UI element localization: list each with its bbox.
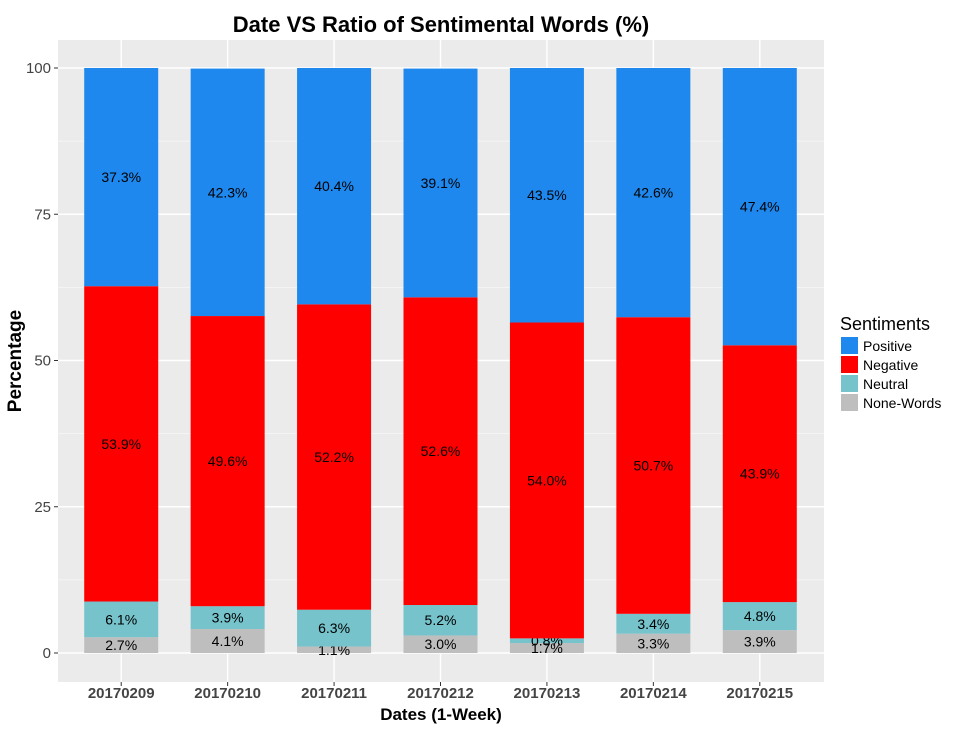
bars-group: 2.7%6.1%53.9%37.3%4.1%3.9%49.6%42.3%1.1%…	[84, 68, 797, 658]
data-label: 4.8%	[744, 608, 776, 624]
bar-segment-none-words	[616, 633, 691, 653]
chart-title: Date VS Ratio of Sentimental Words (%)	[233, 12, 649, 37]
legend-key-positive	[841, 337, 858, 354]
bar-segment-positive	[297, 68, 372, 305]
data-label: 43.9%	[740, 466, 780, 482]
data-label: 3.9%	[744, 634, 776, 650]
bar-segment-negative	[722, 345, 797, 603]
data-label: 6.1%	[105, 611, 137, 627]
data-label: 1.7%	[531, 640, 563, 656]
data-label: 6.3%	[318, 620, 350, 636]
bar-segment-positive	[616, 68, 691, 318]
x-tick-label: 20170213	[514, 685, 581, 702]
bar-segment-negative	[297, 304, 372, 610]
bar-segment-none-words	[84, 637, 159, 653]
x-tick-label: 20170215	[726, 685, 793, 702]
y-tick-label: 100	[26, 60, 51, 77]
bar-segment-none-words	[722, 630, 797, 653]
bar-segment-positive	[84, 68, 159, 287]
data-label: 52.6%	[421, 443, 461, 459]
y-tick-label: 50	[34, 353, 51, 370]
legend-key-none-words	[841, 394, 858, 411]
data-label: 5.2%	[425, 612, 457, 628]
data-label: 37.3%	[101, 169, 141, 185]
legend-label: Positive	[863, 338, 912, 354]
data-label: 53.9%	[101, 436, 141, 452]
data-label: 3.4%	[637, 616, 669, 632]
bar-segment-positive	[722, 68, 797, 346]
data-label: 39.1%	[421, 175, 461, 191]
data-label: 50.7%	[634, 458, 674, 474]
bar-segment-neutral	[722, 602, 797, 631]
data-label: 4.1%	[212, 633, 244, 649]
legend-label: Neutral	[863, 376, 908, 392]
legend-key-neutral	[841, 375, 858, 392]
data-label: 47.4%	[740, 199, 780, 215]
bar-segment-negative	[190, 316, 265, 607]
x-axis-title: Dates (1-Week)	[380, 705, 502, 724]
data-label: 43.5%	[527, 187, 567, 203]
bar-segment-none-words	[190, 629, 265, 653]
data-label: 3.9%	[212, 610, 244, 626]
bar-segment-positive	[403, 68, 478, 298]
bar-segment-none-words	[509, 643, 584, 653]
data-label: 40.4%	[314, 178, 354, 194]
x-tick-label: 20170211	[301, 685, 367, 702]
y-axis-title: Percentage	[5, 310, 26, 412]
bar-segment-negative	[403, 297, 478, 606]
data-label: 52.2%	[314, 449, 354, 465]
legend: Sentiments Positive Negative Neutral None-W…	[840, 314, 941, 411]
bar-segment-negative	[509, 322, 584, 639]
bar-segment-positive	[509, 68, 584, 323]
x-tick-labels: 20170209 20170210 20170211 20170212 20170213…	[88, 682, 793, 702]
bar-segment-neutral	[190, 606, 265, 630]
bar-segment-negative	[616, 317, 691, 614]
y-tick-labels: 0 25 50 75 100	[26, 60, 58, 662]
data-label: 54.0%	[527, 472, 567, 488]
bar-segment-neutral	[297, 609, 372, 647]
bar-segment-neutral	[616, 613, 691, 634]
y-tick-label: 0	[43, 645, 51, 662]
legend-label: Negative	[863, 357, 918, 373]
data-label: 49.6%	[208, 453, 248, 469]
y-tick-label: 75	[34, 206, 51, 223]
data-label: 2.7%	[105, 637, 137, 653]
bar-segment-neutral	[84, 601, 159, 638]
bar-segment-negative	[84, 286, 159, 602]
x-tick-label: 20170212	[407, 685, 474, 702]
legend-label: None-Words	[863, 395, 941, 411]
data-label: 42.6%	[634, 185, 674, 201]
x-tick-label: 20170210	[194, 685, 261, 702]
data-label: 42.3%	[208, 184, 248, 200]
legend-title: Sentiments	[840, 314, 930, 334]
bar-segment-positive	[190, 68, 265, 317]
data-label: 3.3%	[637, 635, 669, 651]
x-tick-label: 20170214	[620, 685, 687, 702]
x-tick-label: 20170209	[88, 685, 155, 702]
bar-segment-neutral	[509, 638, 584, 644]
bar-segment-neutral	[403, 605, 478, 636]
bar-segment-none-words	[403, 635, 478, 653]
data-label: 3.0%	[425, 636, 457, 652]
legend-key-negative	[841, 356, 858, 373]
bar-segment-none-words	[297, 646, 372, 653]
y-tick-label: 25	[34, 499, 51, 516]
